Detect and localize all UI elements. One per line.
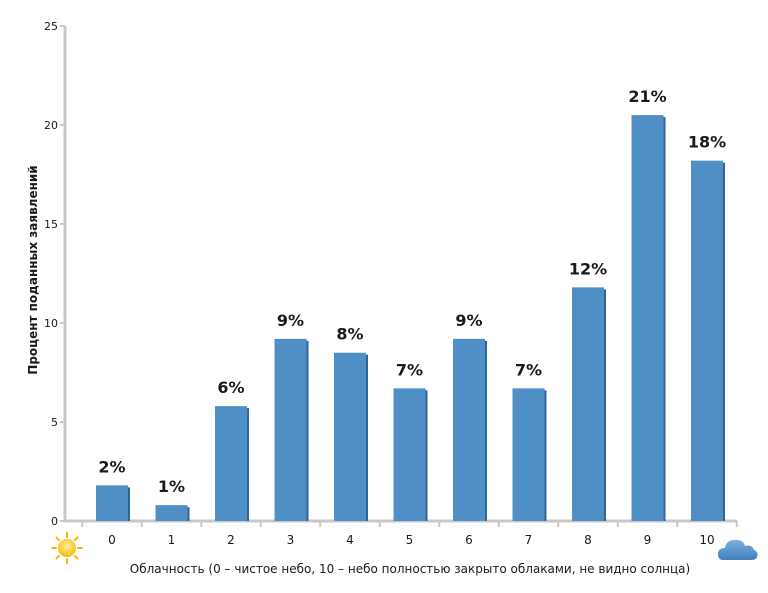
y-tick-label: 5 [51,416,58,429]
x-tick-label: 8 [584,533,592,547]
y-tick-label: 0 [51,515,58,528]
data-label: 12% [569,259,607,278]
x-tick-label: 4 [346,533,354,547]
x-tick-label: 6 [465,533,473,547]
y-tick-label: 10 [44,317,58,330]
data-label: 7% [396,360,423,379]
bar [453,338,485,521]
y-tick-label: 20 [44,119,58,132]
bars: 2% 1% 6% 9% 8% 7% 9% 7% 12% 21% 18% [96,87,726,521]
x-tick-label: 7 [525,533,533,547]
x-tick-label: 9 [644,533,652,547]
bar [512,388,545,521]
bar [393,388,426,521]
cloud-icon [718,539,758,560]
data-label: 2% [98,457,125,476]
data-label: 8% [336,325,363,344]
x-tick-label: 5 [406,533,414,547]
bar [274,338,307,521]
x-axis-ticks: 0 1 2 3 4 5 6 7 8 9 10 [81,521,738,547]
data-label: 7% [515,360,542,379]
data-label: 18% [688,133,726,152]
x-tick-label: 10 [699,533,714,547]
x-tick-label: 0 [108,533,116,547]
sun-icon [51,532,83,564]
bar [691,160,723,521]
data-label: 6% [217,378,244,397]
y-tick-label: 15 [44,218,58,231]
bar [334,352,366,521]
data-label: 9% [277,311,304,330]
y-tick-label: 25 [44,20,58,33]
bar [572,287,604,521]
x-tick-label: 3 [287,533,295,547]
x-tick-label: 1 [168,533,176,547]
bar [631,115,664,521]
y-axis-title: Процент поданных заявлений [26,165,40,374]
data-label: 9% [455,311,482,330]
bar [96,485,128,521]
bar [155,505,188,521]
data-label: 21% [628,87,666,106]
y-axis-ticks: 0 5 10 15 20 25 [44,20,65,528]
x-tick-label: 2 [227,533,235,547]
x-axis-title: Облачность (0 – чистое небо, 10 – небо п… [130,562,690,576]
bar [215,406,247,521]
data-label: 1% [158,477,185,496]
